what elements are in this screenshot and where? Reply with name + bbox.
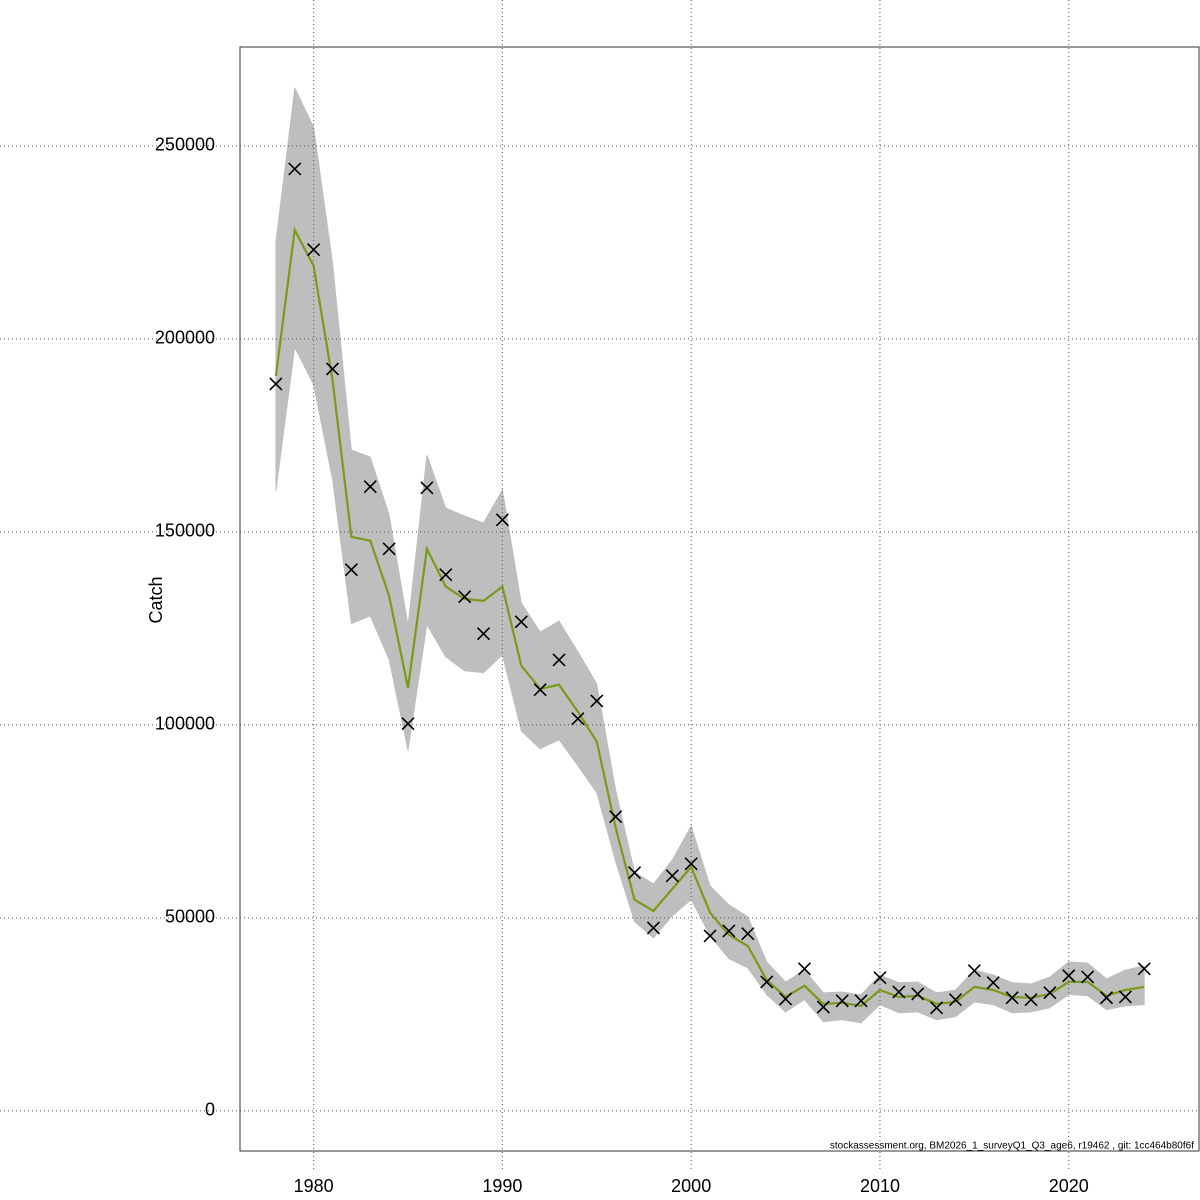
observed-marker — [325, 362, 340, 376]
observed-marker — [722, 924, 736, 938]
confidence-band — [558, 619, 579, 767]
observed-marker — [609, 810, 623, 824]
observed-marker — [835, 994, 849, 1008]
observed-marker — [476, 627, 491, 641]
observed-marker — [458, 590, 472, 604]
y-tick-label: 250000 — [155, 135, 215, 155]
observed-marker — [288, 162, 302, 176]
y-tick-label: 200000 — [155, 328, 215, 348]
observed-marker — [1062, 969, 1076, 983]
confidence-band — [690, 825, 711, 937]
y-tick-label: 50000 — [165, 907, 215, 927]
confidence-band — [822, 991, 843, 1023]
observed-marker — [948, 993, 963, 1007]
confidence-band — [369, 456, 390, 661]
x-tick-label: 2000 — [671, 1176, 711, 1196]
confidence-band — [388, 514, 409, 751]
observed-marker — [930, 1001, 944, 1015]
observed-marker — [1005, 991, 1019, 1005]
y-tick-label: 100000 — [155, 714, 215, 734]
observed-marker — [1043, 986, 1057, 1000]
observed-marker — [590, 694, 604, 708]
x-tick-label: 1980 — [294, 1176, 334, 1196]
confidence-band — [275, 87, 296, 492]
observed-marker — [382, 542, 396, 556]
observed-marker — [1024, 993, 1038, 1007]
y-axis-label: Catch — [146, 576, 166, 623]
observed-marker — [420, 481, 434, 495]
observed-marker — [703, 929, 717, 943]
footnote: stockassessment.org, BM2026_1_surveyQ1_Q… — [830, 1141, 1194, 1152]
confidence-band — [313, 126, 333, 480]
observed-marker — [1118, 990, 1132, 1004]
observed-marker — [307, 243, 321, 257]
observed-marker — [363, 480, 377, 494]
observed-marker — [665, 869, 679, 883]
observed-marker — [269, 377, 283, 391]
confidence-band — [615, 789, 635, 922]
y-tick-label: 0 — [205, 1100, 215, 1120]
observed-marker — [797, 962, 812, 976]
observed-marker — [1137, 962, 1151, 976]
confidence-band — [332, 261, 352, 624]
plot-frame — [239, 46, 1200, 1152]
observed-marker — [911, 987, 925, 1001]
observed-marker — [986, 976, 1000, 990]
x-tick-label: 2020 — [1049, 1176, 1089, 1196]
confidence-band — [502, 489, 522, 732]
confidence-band — [596, 683, 617, 862]
observed-marker — [779, 992, 793, 1006]
observed-marker — [646, 921, 660, 935]
observed-marker — [552, 653, 566, 667]
confidence-band — [1087, 962, 1107, 1011]
observed-marker — [760, 975, 774, 989]
observed-marker — [741, 927, 755, 941]
observed-marker — [533, 683, 547, 697]
observed-marker — [344, 563, 358, 577]
confidence-band — [407, 454, 428, 751]
observed-marker — [401, 717, 415, 731]
confidence-band — [1124, 965, 1145, 1007]
observed-marker — [892, 985, 906, 999]
confidence-band — [747, 916, 768, 996]
observed-marker — [627, 866, 642, 880]
x-tick-label: 2010 — [860, 1176, 900, 1196]
observed-marker — [854, 994, 868, 1008]
observed-marker — [514, 615, 528, 629]
observed-marker — [571, 712, 585, 726]
fit-line — [274, 226, 1145, 1008]
x-tick-label: 1990 — [482, 1176, 522, 1196]
observed-marker — [873, 971, 887, 985]
observed-marker — [1099, 991, 1114, 1005]
y-tick-label: 150000 — [155, 521, 215, 541]
observed-marker — [967, 964, 981, 978]
observed-marker — [816, 1000, 830, 1014]
observed-marker — [439, 568, 453, 582]
confidence-band — [766, 960, 786, 1013]
observed-marker — [495, 513, 509, 527]
observed-marker — [684, 857, 698, 871]
confidence-band — [841, 991, 862, 1024]
observed-marker — [1081, 970, 1095, 984]
